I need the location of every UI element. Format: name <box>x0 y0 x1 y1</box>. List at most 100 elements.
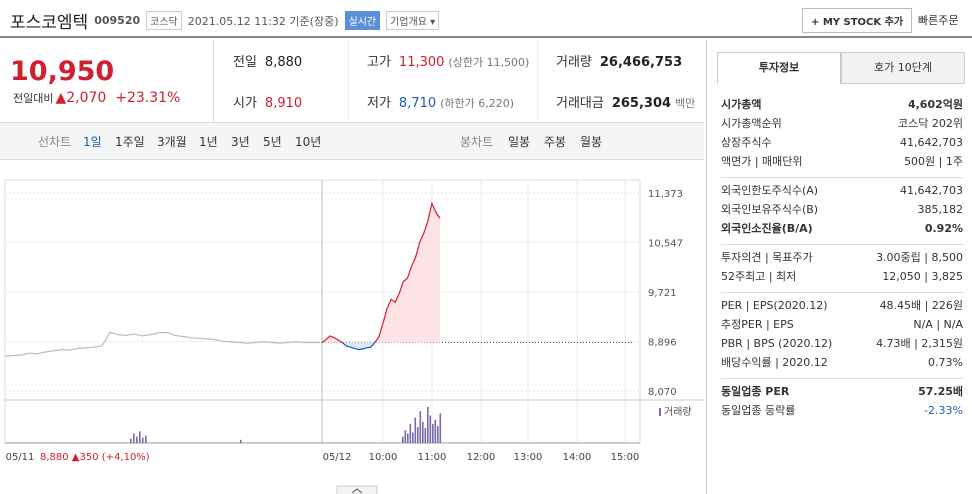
quick-order[interactable]: 빠른주문 <box>918 14 959 27</box>
quote-value: 11,300 <box>398 55 445 70</box>
quote-label: 시가 <box>233 96 257 111</box>
tab[interactable]: 월봉 <box>580 135 603 149</box>
realtime-badge[interactable]: 실시간 <box>344 11 381 30</box>
divider <box>213 40 214 122</box>
info-section: PER | EPS(2020.12) 48.45배 | 226원 추정PER | E… <box>721 292 963 378</box>
chart-legend: 8,880 ▲350 (+4,10%) <box>40 452 150 463</box>
y-tick-label: 9,721 <box>648 288 677 299</box>
tab[interactable]: 1주일 <box>115 135 145 149</box>
tab[interactable]: 5년 <box>263 135 282 149</box>
x-tick-label: 12:00 <box>467 452 496 463</box>
quote-label: 전일 <box>233 55 257 70</box>
info-row: 액면가 | 매매단위 500원 | 1주 <box>721 152 963 171</box>
tab[interactable]: 1년 <box>199 135 218 149</box>
info-label: 시가총액순위 <box>721 117 782 130</box>
volume-bar <box>139 431 141 443</box>
info-row: 상장주식수 41,642,703 <box>721 133 963 152</box>
volume-bar <box>130 438 132 443</box>
quote-row: 전일 8,880 고가 11,300 (상한가 11,500) 거래량 26,466,753 <box>215 40 736 81</box>
volume-bar <box>437 426 439 443</box>
quote-note: 백만 <box>675 97 696 110</box>
tab[interactable]: 1일 <box>83 135 102 149</box>
volume-bar <box>414 417 417 443</box>
volume-bar <box>424 428 427 443</box>
mystock-button[interactable]: + MY STOCK 추가 <box>802 8 913 33</box>
overview-dropdown[interactable]: 기업개요 ▾ <box>386 11 440 30</box>
info-label: 외국인한도주식수(A) <box>721 184 819 197</box>
volume-bar <box>417 427 419 443</box>
volume-bar <box>429 415 432 443</box>
volume-bar <box>412 432 414 443</box>
side-tabs: 투자정보 호가 10단계 <box>717 52 965 84</box>
info-row: 동일업종 등락률 -2.33% <box>721 401 963 420</box>
volume-bar <box>142 437 144 443</box>
info-row: 추정PER | EPS N/A | N/A <box>721 315 963 334</box>
tab-label: 봉차트 <box>460 135 494 149</box>
timestamp: 2021.05.12 11:32 기준(장중) <box>187 14 339 28</box>
quote-cell: 저가 8,710 (하한가 6,220) <box>348 81 538 122</box>
collapse-button[interactable] <box>336 485 378 494</box>
info-row: 시가총액 4,602억원 <box>721 95 963 114</box>
change-rate: +23.31% <box>115 90 181 106</box>
x-tick-label: 14:00 <box>563 452 592 463</box>
tab[interactable]: 일봉 <box>508 135 531 149</box>
volume-icon <box>659 408 661 416</box>
area-up <box>322 203 440 343</box>
market-tag: 코스닥 <box>146 11 182 30</box>
volume-bar <box>422 421 424 443</box>
overview-label: 기업개요 <box>390 17 427 28</box>
info-section: 외국인한도주식수(A) 41,642,703 외국인보유주식수(B) 385,182 외… <box>721 177 963 244</box>
side-tab[interactable]: 투자정보 <box>717 52 841 84</box>
x-tick-label: 05/12 <box>323 452 352 463</box>
info-row: 외국인소진율(B/A) 0.92% <box>721 219 963 238</box>
today-line-up <box>321 201 441 343</box>
info-section: 투자의견 | 목표주가 3.00중립 | 8,500 52주최고 | 최저 12,05… <box>721 244 963 292</box>
tab[interactable]: 주봉 <box>544 135 567 149</box>
volume-bar <box>432 423 434 443</box>
quote-cell: 전일 8,880 <box>215 40 349 81</box>
info-row: 투자의견 | 목표주가 3.00중립 | 8,500 <box>721 248 963 267</box>
info-value: 12,050 | 3,825 <box>882 270 963 283</box>
info-label: 동일업종 등락률 <box>721 404 796 417</box>
info-value: 4.73배 | 2,315원 <box>876 337 963 350</box>
info-label: 투자의견 | 목표주가 <box>721 251 813 264</box>
info-label: 동일업종 PER <box>721 385 790 398</box>
info-value: 57.25배 <box>918 385 963 398</box>
side-panel: 투자정보 호가 10단계 시가총액 4,602억원 시가총액순위 코스닥 202위 상장주… <box>706 40 972 494</box>
side-tab[interactable]: 호가 10단계 <box>841 52 965 84</box>
side-info: 시가총액 4,602억원 시가총액순위 코스닥 202위 상장주식수 41,642,703… <box>721 92 963 426</box>
tab[interactable]: 3년 <box>231 135 250 149</box>
info-section: 시가총액 4,602억원 시가총액순위 코스닥 202위 상장주식수 41,642,703… <box>721 92 963 177</box>
volume-bar <box>439 413 442 443</box>
info-row: PBR | BPS (2020.12) 4.73배 | 2,315원 <box>721 334 963 353</box>
tab[interactable]: 3개월 <box>157 135 187 149</box>
tab[interactable]: 10년 <box>295 135 322 149</box>
info-row: 52주최고 | 최저 12,050 | 3,825 <box>721 267 963 286</box>
quote-value: 8,710 <box>398 96 437 111</box>
quote-row: 시가 8,910 저가 8,710 (하한가 6,220) 거래대금 265,304 백만 <box>215 81 736 122</box>
info-label: 추정PER | EPS <box>721 318 794 331</box>
stock-name: 포스코엠텍 <box>10 13 89 33</box>
info-label: 액면가 | 매매단위 <box>721 155 803 168</box>
quote-label: 거래량 <box>556 55 592 70</box>
info-value: 0.92% <box>924 222 963 235</box>
info-row: 외국인한도주식수(A) 41,642,703 <box>721 181 963 200</box>
quote-cell: 거래대금 265,304 백만 <box>537 81 736 122</box>
info-row: 동일업종 PER 57.25배 <box>721 382 963 401</box>
info-row: PER | EPS(2020.12) 48.45배 | 226원 <box>721 296 963 315</box>
y-tick-label: 11,373 <box>648 189 683 200</box>
quote-cell: 거래량 26,466,753 <box>537 40 736 81</box>
info-value: N/A | N/A <box>913 318 963 331</box>
info-label: 시가총액 <box>721 98 762 111</box>
info-label: 외국인보유주식수(B) <box>721 203 819 216</box>
quote-note: (하한가 6,220) <box>440 97 515 110</box>
info-label: 배당수익률 | 2020.12 <box>721 356 828 369</box>
volume-bar <box>145 435 147 443</box>
info-label: 52주최고 | 최저 <box>721 270 797 283</box>
x-tick-label: 10:00 <box>369 452 398 463</box>
chart: 11,373 10,547 9,721 8,896 8,070 05/11 05/12 10:… <box>4 179 705 494</box>
volume-bar <box>419 411 422 443</box>
info-value: 41,642,703 <box>900 184 963 197</box>
prev-day-line <box>4 331 320 357</box>
